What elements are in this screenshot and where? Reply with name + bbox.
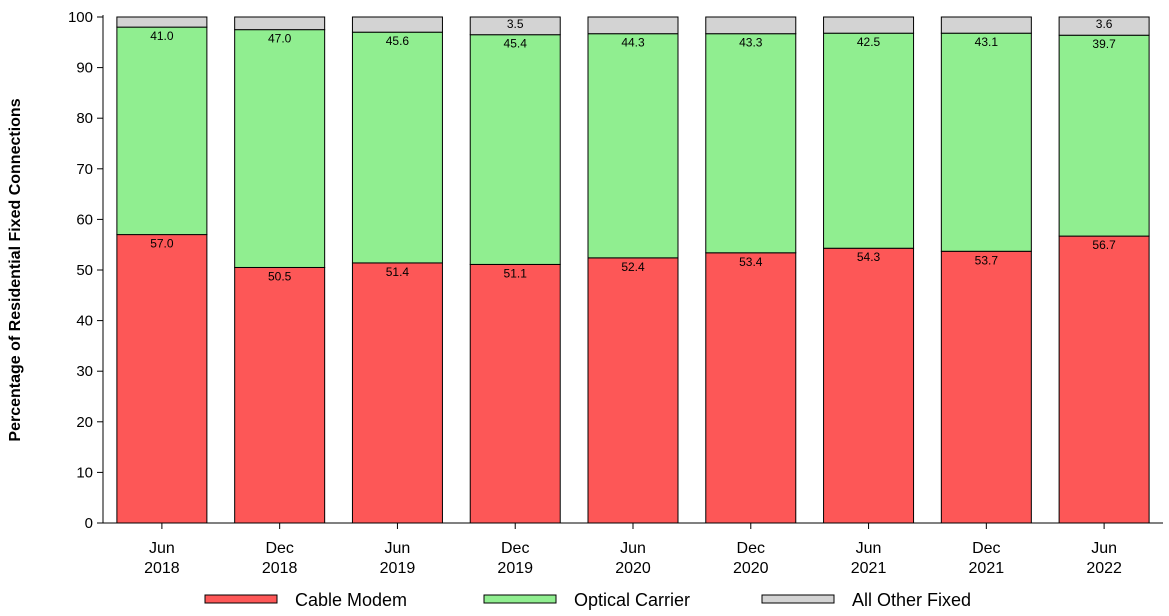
data-label: 47.0: [268, 32, 292, 46]
bar-segment-all-other-fixed: [116, 16, 208, 28]
bar-segment-cable-modem: [234, 266, 326, 524]
x-tick-label: Jun: [385, 540, 411, 557]
bar-segment-optical-carrier: [116, 26, 208, 236]
data-label: 3.6: [1096, 17, 1113, 31]
legend-label: Optical Carrier: [574, 590, 690, 610]
data-label: 43.1: [975, 35, 999, 49]
bar-segment-all-other-fixed: [351, 16, 443, 33]
x-tick-label: 2020: [615, 560, 651, 577]
y-axis-label: Percentage of Residential Fixed Connecti…: [7, 98, 24, 441]
data-label: 53.4: [739, 255, 763, 269]
data-label: 41.0: [150, 29, 174, 43]
data-label: 51.4: [386, 265, 410, 279]
data-label: 3.5: [507, 17, 524, 31]
data-label: 42.5: [857, 35, 881, 49]
y-tick-label: 70: [76, 161, 93, 178]
x-tick-label: 2021: [969, 560, 1005, 577]
bar-segment-all-other-fixed: [469, 16, 561, 36]
y-tick-label: 20: [76, 414, 93, 431]
data-label: 52.4: [621, 260, 645, 274]
data-label: 50.5: [268, 269, 292, 283]
bar-segment-cable-modem: [823, 247, 915, 524]
y-tick-label: 30: [76, 363, 93, 380]
y-tick-label: 90: [76, 60, 93, 77]
data-label: 44.3: [621, 36, 645, 50]
legend-swatch-optical-carrier: [483, 594, 557, 604]
data-label: 54.3: [857, 250, 881, 264]
x-tick-label: Jun: [149, 540, 175, 557]
bar-segment-all-other-fixed: [234, 16, 326, 31]
legend-swatch-cable-modem: [204, 594, 278, 604]
bar-segment-cable-modem: [587, 257, 679, 524]
x-tick-label: Dec: [972, 540, 1000, 557]
y-tick-label: 0: [85, 515, 93, 532]
x-tick-label: Dec: [265, 540, 293, 557]
x-tick-label: 2018: [262, 560, 298, 577]
bar-segment-optical-carrier: [351, 31, 443, 264]
data-label: 45.4: [504, 37, 528, 51]
data-label: 56.7: [1092, 238, 1116, 252]
bar-segment-optical-carrier: [587, 33, 679, 259]
data-label: 53.7: [975, 253, 999, 267]
x-tick-label: 2022: [1086, 560, 1122, 577]
bar-segment-optical-carrier: [705, 33, 797, 254]
bar-segment-optical-carrier: [469, 34, 561, 265]
bar-segment-all-other-fixed: [705, 16, 797, 35]
x-tick-label: Jun: [620, 540, 646, 557]
bar-segment-optical-carrier: [823, 32, 915, 249]
bar-segment-all-other-fixed: [823, 16, 915, 34]
legend-swatch-all-other-fixed: [761, 594, 835, 604]
y-tick-label: 100: [68, 9, 93, 26]
bar-segment-optical-carrier: [1058, 34, 1150, 237]
bar-segment-all-other-fixed: [1058, 16, 1150, 36]
bar-segment-optical-carrier: [234, 29, 326, 268]
bar-segment-cable-modem: [116, 234, 208, 524]
x-tick-label: 2019: [380, 560, 416, 577]
bar-segment-all-other-fixed: [940, 16, 1032, 34]
bar-segment-optical-carrier: [940, 32, 1032, 252]
bar-segment-all-other-fixed: [587, 16, 679, 35]
x-tick-label: 2018: [144, 560, 180, 577]
x-tick-label: Dec: [737, 540, 765, 557]
data-label: 43.3: [739, 36, 763, 50]
bar-segment-cable-modem: [351, 262, 443, 524]
x-tick-label: Jun: [856, 540, 882, 557]
y-tick-label: 60: [76, 211, 93, 228]
x-tick-label: 2019: [497, 560, 533, 577]
data-label: 51.1: [504, 266, 528, 280]
y-tick-label: 40: [76, 313, 93, 330]
data-label: 57.0: [150, 237, 174, 251]
bar-segment-cable-modem: [940, 250, 1032, 524]
bar-segment-cable-modem: [469, 263, 561, 524]
bar-segment-cable-modem: [705, 252, 797, 524]
y-tick-label: 10: [76, 464, 93, 481]
x-tick-label: Jun: [1091, 540, 1117, 557]
legend-label: All Other Fixed: [852, 590, 971, 610]
x-tick-label: 2021: [851, 560, 887, 577]
data-label: 39.7: [1092, 37, 1116, 51]
x-tick-label: Dec: [501, 540, 529, 557]
y-tick-label: 50: [76, 262, 93, 279]
y-tick-label: 80: [76, 110, 93, 127]
x-tick-label: 2020: [733, 560, 769, 577]
bar-segment-cable-modem: [1058, 235, 1150, 524]
data-label: 45.6: [386, 34, 410, 48]
legend-label: Cable Modem: [295, 590, 407, 610]
